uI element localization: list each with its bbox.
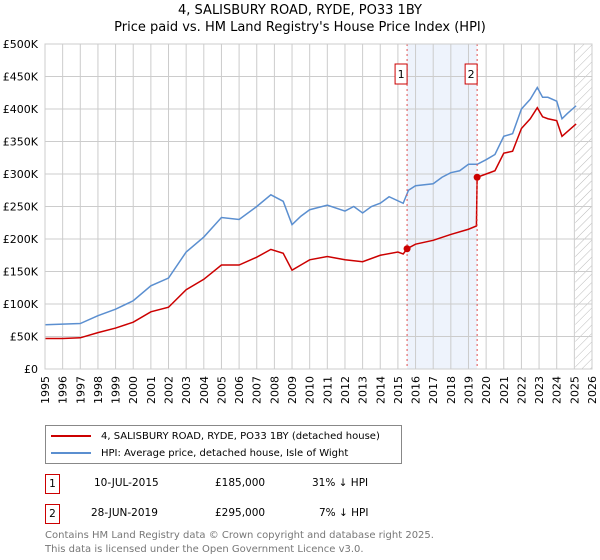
chart-title: 4, SALISBURY ROAD, RYDE, PO33 1BY <box>178 3 422 18</box>
x-tick-label: 2006 <box>233 376 246 404</box>
sale-marker-label: 1 <box>398 68 405 81</box>
x-tick-label: 2024 <box>551 376 564 404</box>
y-tick-label: £400K <box>3 103 39 116</box>
x-tick-label: 1999 <box>110 376 123 404</box>
blue-line-swatch <box>51 452 91 454</box>
y-tick-label: £150K <box>3 266 39 279</box>
x-tick-label: 2012 <box>339 376 352 404</box>
x-tick-label: 2000 <box>127 376 140 404</box>
x-tick-label: 2022 <box>515 376 528 404</box>
chart-subtitle: Price paid vs. HM Land Registry's House … <box>114 20 486 35</box>
transaction-date: 10-JUL-2015 <box>94 477 159 489</box>
y-tick-label: £500K <box>3 38 39 51</box>
sale-point <box>403 245 411 253</box>
transaction-date: 28-JUN-2019 <box>91 507 158 519</box>
y-tick-label: £0 <box>24 363 38 376</box>
x-tick-label: 2014 <box>374 376 387 404</box>
y-tick-label: £200K <box>3 233 39 246</box>
sale-marker-box <box>464 63 478 85</box>
transaction-hpi: 7% ↓ HPI <box>319 507 369 519</box>
x-tick-label: 2019 <box>462 376 475 404</box>
transaction-badge: 1 <box>45 474 60 494</box>
y-tick-label: £300K <box>3 168 39 181</box>
x-tick-label: 2026 <box>586 376 599 404</box>
x-tick-label: 2020 <box>480 376 493 404</box>
x-tick-label: 2013 <box>357 376 370 404</box>
plot-border <box>44 43 593 370</box>
transaction-row: 2 28-JUN-2019 £295,000 7% ↓ HPI <box>45 504 445 524</box>
x-tick-label: 1995 <box>39 376 52 404</box>
x-tick-label: 2005 <box>215 376 228 404</box>
x-tick-label: 2017 <box>427 376 440 404</box>
transaction-price: £295,000 <box>215 507 266 519</box>
legend-label-hpi: HPI: Average price, detached house, Isle… <box>101 447 349 459</box>
x-tick-label: 2016 <box>410 376 423 404</box>
x-tick-label: 2015 <box>392 376 405 404</box>
transaction-badge: 2 <box>45 504 60 524</box>
footer-copyright: Contains HM Land Registry data © Crown c… <box>45 530 434 541</box>
legend-label-property: 4, SALISBURY ROAD, RYDE, PO33 1BY (detac… <box>101 430 380 442</box>
plot-area: 1995 1996 1997 1998 1999 2000 2001 2002 2003 2004… <box>3 38 599 404</box>
transaction-price: £185,000 <box>215 477 266 489</box>
series-line <box>44 86 577 326</box>
x-tick-label: 2003 <box>180 376 193 404</box>
x-tick-label: 1996 <box>57 376 70 404</box>
x-tick-label: 2023 <box>533 376 546 404</box>
x-tick-label: 2009 <box>286 376 299 404</box>
x-tick-label: 1998 <box>92 376 105 404</box>
red-line-swatch <box>51 435 91 437</box>
x-tick-label: 2010 <box>304 376 317 404</box>
sale-marker-box <box>394 63 408 85</box>
x-tick-label: 2008 <box>268 376 281 404</box>
x-tick-label: 2002 <box>163 376 176 404</box>
y-tick-label: £50K <box>10 331 39 344</box>
series-line <box>45 106 577 340</box>
x-tick-label: 2007 <box>251 376 264 404</box>
sale-point <box>473 173 481 181</box>
sale-marker-label: 2 <box>468 68 475 81</box>
transaction-row: 1 10-JUL-2015 £185,000 31% ↓ HPI <box>45 474 445 494</box>
y-tick-label: £350K <box>3 136 39 149</box>
x-tick-label: 2001 <box>145 376 158 404</box>
x-tick-label: 2018 <box>445 376 458 404</box>
transaction-hpi: 31% ↓ HPI <box>312 477 369 489</box>
y-tick-label: £450K <box>3 71 39 84</box>
y-tick-label: £100K <box>3 298 39 311</box>
legend: 4, SALISBURY ROAD, RYDE, PO33 1BY (detac… <box>45 425 402 464</box>
x-tick-label: 2025 <box>568 376 581 404</box>
y-tick-label: £250K <box>3 201 39 214</box>
x-tick-label: 2021 <box>498 376 511 404</box>
x-tick-label: 2011 <box>321 376 334 404</box>
footer-licence: This data is licensed under the Open Gov… <box>45 544 364 555</box>
x-tick-label: 1997 <box>74 376 87 404</box>
x-tick-label: 2004 <box>198 376 211 404</box>
